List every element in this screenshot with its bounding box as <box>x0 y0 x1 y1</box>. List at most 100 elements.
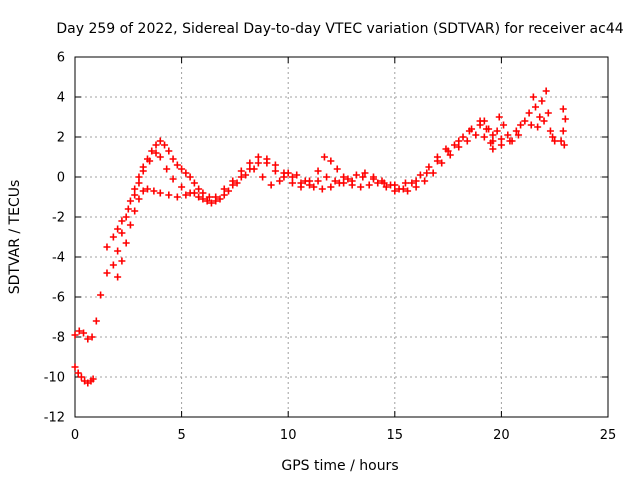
data-point <box>122 213 130 221</box>
data-point <box>80 329 88 337</box>
data-point <box>391 187 399 195</box>
data-point <box>344 175 352 183</box>
data-point <box>318 185 326 193</box>
data-point <box>561 115 569 123</box>
data-point <box>182 191 190 199</box>
data-point <box>271 167 279 175</box>
data-point <box>114 247 122 255</box>
data-point <box>489 145 497 153</box>
data-point <box>139 167 147 175</box>
data-point <box>220 191 228 199</box>
data-point <box>442 145 450 153</box>
data-point <box>276 177 284 185</box>
data-point <box>412 183 420 191</box>
data-point <box>74 369 82 377</box>
chart-title: Day 259 of 2022, Sidereal Day-to-day VTE… <box>56 21 623 37</box>
data-point <box>472 131 480 139</box>
data-point <box>310 183 318 191</box>
series-track-b <box>114 131 522 281</box>
data-point <box>97 291 105 299</box>
data-point <box>199 195 207 203</box>
data-points <box>71 87 569 387</box>
data-point <box>150 187 158 195</box>
data-point <box>267 181 275 189</box>
data-point <box>559 105 567 113</box>
data-point <box>103 243 111 251</box>
data-point <box>182 169 190 177</box>
data-point <box>124 205 132 213</box>
data-point <box>559 127 567 135</box>
data-point <box>521 117 529 125</box>
data-point <box>323 173 331 181</box>
y-tick-label: -2 <box>52 211 65 226</box>
data-point <box>508 137 516 145</box>
data-point <box>544 109 552 117</box>
data-point <box>237 173 245 181</box>
data-point <box>77 373 85 381</box>
data-point <box>540 117 548 125</box>
data-point <box>438 159 446 167</box>
data-point <box>148 147 156 155</box>
data-point <box>542 87 550 95</box>
data-point <box>169 175 177 183</box>
data-point <box>480 133 488 141</box>
data-point <box>549 133 557 141</box>
data-point <box>165 191 173 199</box>
data-point <box>446 151 454 159</box>
data-point <box>161 141 169 149</box>
data-point <box>468 125 476 133</box>
data-point <box>71 363 79 371</box>
data-point <box>109 233 117 241</box>
data-point <box>352 171 360 179</box>
data-point <box>126 221 134 229</box>
data-point <box>306 177 314 185</box>
data-point <box>314 177 322 185</box>
data-point <box>186 189 194 197</box>
x-tick-label: 20 <box>493 428 510 443</box>
y-tick-label: 4 <box>57 91 65 106</box>
data-point <box>416 171 424 179</box>
data-point <box>242 171 250 179</box>
data-point <box>560 141 568 149</box>
data-point <box>529 93 537 101</box>
data-point <box>527 121 535 129</box>
x-tick-label: 15 <box>387 428 404 443</box>
data-point <box>504 131 512 139</box>
y-tick-label: -8 <box>52 331 65 346</box>
data-point <box>429 169 437 177</box>
data-point <box>378 177 386 185</box>
data-point <box>517 121 525 129</box>
data-point <box>335 179 343 187</box>
data-point <box>433 153 441 161</box>
data-point <box>480 117 488 125</box>
y-tick-label: -10 <box>44 371 65 386</box>
data-point <box>512 127 520 135</box>
data-point <box>118 229 126 237</box>
data-point <box>404 187 412 195</box>
data-point <box>357 183 365 191</box>
data-point <box>463 137 471 145</box>
data-point <box>331 177 339 185</box>
data-point <box>374 179 382 187</box>
data-point <box>425 163 433 171</box>
series-track-low <box>71 363 97 387</box>
data-point <box>229 177 237 185</box>
data-point <box>525 109 533 117</box>
y-tick-labels: -12 -10 -8 -6 -4 -2 0 2 4 6 <box>44 51 65 426</box>
y-tick-label: -6 <box>52 291 65 306</box>
data-point <box>203 197 211 205</box>
data-point <box>173 161 181 169</box>
data-point <box>169 155 177 163</box>
data-point <box>163 165 171 173</box>
data-point <box>195 193 203 201</box>
data-point <box>146 157 154 165</box>
data-point <box>225 187 233 195</box>
data-point <box>314 167 322 175</box>
data-point <box>333 165 341 173</box>
data-point <box>423 169 431 177</box>
data-point <box>92 317 100 325</box>
grid-lines <box>75 57 608 417</box>
y-tick-label: -12 <box>44 411 65 426</box>
data-point <box>271 161 279 169</box>
data-point <box>421 177 429 185</box>
